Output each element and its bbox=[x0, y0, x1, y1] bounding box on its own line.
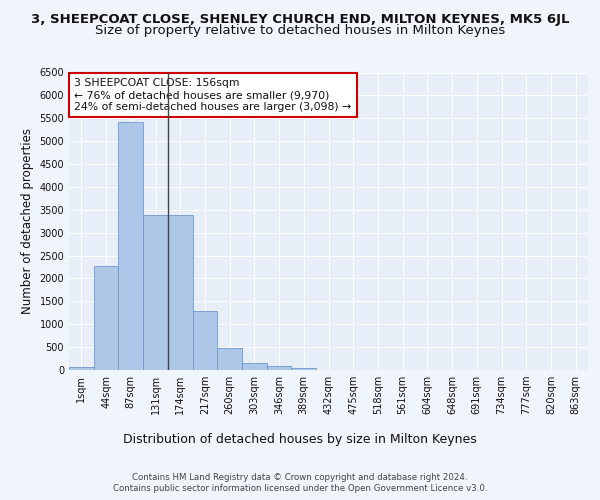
Bar bbox=[69, 367, 94, 370]
Bar bbox=[118, 122, 143, 370]
Y-axis label: Number of detached properties: Number of detached properties bbox=[21, 128, 34, 314]
Bar bbox=[143, 216, 168, 370]
Bar bbox=[292, 368, 316, 370]
Text: 3 SHEEPCOAT CLOSE: 156sqm
← 76% of detached houses are smaller (9,970)
24% of se: 3 SHEEPCOAT CLOSE: 156sqm ← 76% of detac… bbox=[74, 78, 352, 112]
Bar bbox=[94, 266, 118, 370]
Text: Contains HM Land Registry data © Crown copyright and database right 2024.: Contains HM Land Registry data © Crown c… bbox=[132, 472, 468, 482]
Bar bbox=[242, 363, 267, 370]
Bar bbox=[217, 348, 242, 370]
Bar bbox=[168, 216, 193, 370]
Text: Distribution of detached houses by size in Milton Keynes: Distribution of detached houses by size … bbox=[123, 432, 477, 446]
Text: Contains public sector information licensed under the Open Government Licence v3: Contains public sector information licen… bbox=[113, 484, 487, 493]
Text: 3, SHEEPCOAT CLOSE, SHENLEY CHURCH END, MILTON KEYNES, MK5 6JL: 3, SHEEPCOAT CLOSE, SHENLEY CHURCH END, … bbox=[31, 12, 569, 26]
Text: Size of property relative to detached houses in Milton Keynes: Size of property relative to detached ho… bbox=[95, 24, 505, 37]
Bar bbox=[193, 311, 217, 370]
Bar bbox=[267, 366, 292, 370]
